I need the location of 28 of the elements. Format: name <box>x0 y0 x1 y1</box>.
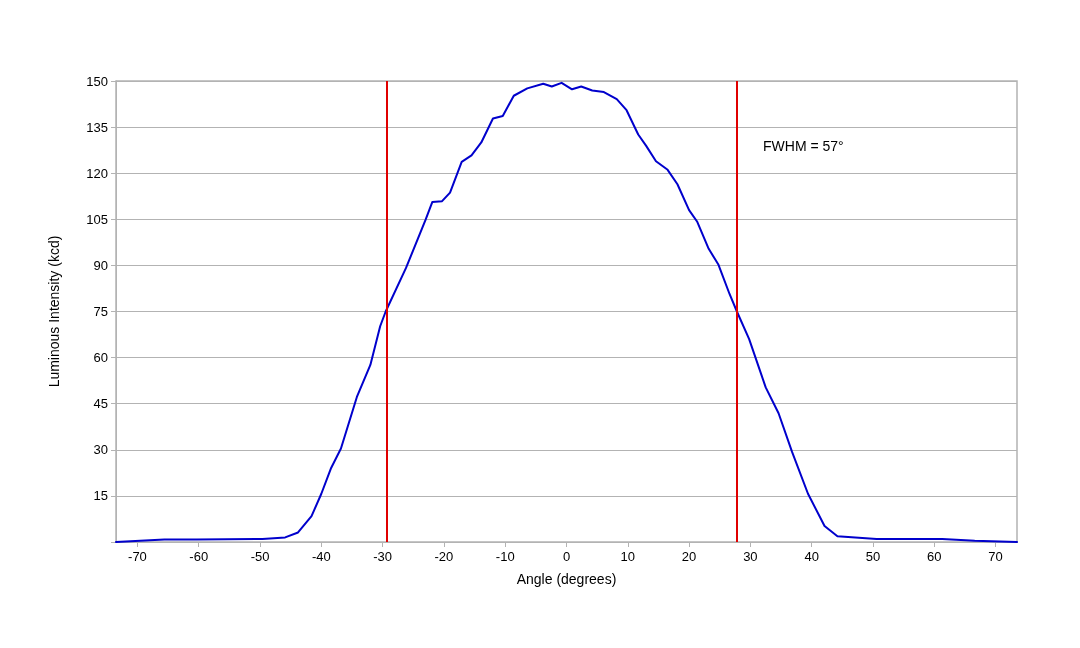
x-tick-label: -30 <box>373 549 393 564</box>
y-tick-label: 75 <box>93 304 108 319</box>
x-axis-title: Angle (degrees) <box>516 571 617 587</box>
y-tick-label: 60 <box>93 350 108 366</box>
x-tick-label: 60 <box>927 549 942 564</box>
y-tick-label: 30 <box>93 442 108 458</box>
x-tick-label: 30 <box>743 549 758 564</box>
x-tick-label: -40 <box>311 549 331 564</box>
x-tick-label: -20 <box>434 549 454 564</box>
y-tick-label: 135 <box>86 119 108 135</box>
x-tick-label: -10 <box>495 549 515 564</box>
y-axis-title: Luminous Intensity (kcd) <box>46 235 62 388</box>
y-tick-label: 120 <box>86 165 108 181</box>
x-tick-label: 10 <box>620 549 636 564</box>
x-tick-label: 0 <box>562 549 571 564</box>
x-tick-label: 70 <box>988 549 1003 564</box>
x-tick-label: 40 <box>804 549 819 564</box>
y-tick-label: 45 <box>93 396 108 412</box>
x-tick-label: -50 <box>250 549 270 564</box>
x-tick-label: -60 <box>189 549 209 564</box>
x-tick-label: 20 <box>681 549 697 564</box>
y-tick-label: 150 <box>86 73 108 89</box>
y-tick-label: 90 <box>93 257 108 273</box>
x-tick-label: 50 <box>865 549 881 564</box>
x-tick-label: -70 <box>128 549 147 564</box>
y-tick-label: 15 <box>93 488 108 504</box>
y-tick-label: 105 <box>86 211 108 227</box>
annotation: FWHM = 57° <box>763 138 844 154</box>
